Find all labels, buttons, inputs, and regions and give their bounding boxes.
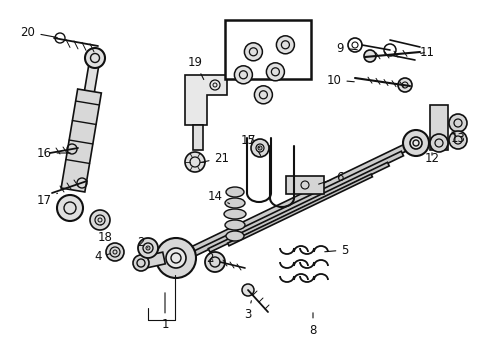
Text: 2: 2 bbox=[137, 235, 148, 248]
Circle shape bbox=[245, 43, 263, 61]
Polygon shape bbox=[140, 252, 165, 269]
Circle shape bbox=[398, 78, 412, 92]
Circle shape bbox=[106, 243, 124, 261]
Text: 16: 16 bbox=[36, 147, 70, 159]
Polygon shape bbox=[185, 75, 227, 125]
Text: 5: 5 bbox=[325, 243, 349, 257]
Polygon shape bbox=[193, 125, 203, 150]
Text: 13: 13 bbox=[451, 131, 465, 144]
Circle shape bbox=[242, 284, 254, 296]
Text: 15: 15 bbox=[241, 134, 260, 148]
Polygon shape bbox=[430, 105, 448, 150]
Text: 9: 9 bbox=[336, 41, 357, 54]
Text: 1: 1 bbox=[161, 293, 169, 332]
Text: 12: 12 bbox=[424, 152, 440, 165]
Ellipse shape bbox=[225, 198, 245, 208]
Ellipse shape bbox=[225, 220, 245, 230]
Text: 6: 6 bbox=[318, 171, 344, 184]
Circle shape bbox=[364, 50, 376, 62]
Text: 2: 2 bbox=[206, 252, 214, 265]
Ellipse shape bbox=[226, 187, 244, 197]
Text: 20: 20 bbox=[21, 26, 57, 39]
Polygon shape bbox=[228, 174, 372, 246]
Circle shape bbox=[254, 86, 272, 104]
Ellipse shape bbox=[224, 209, 246, 219]
Circle shape bbox=[85, 48, 105, 68]
Text: 14: 14 bbox=[207, 189, 229, 204]
Text: 19: 19 bbox=[188, 55, 204, 80]
Text: 10: 10 bbox=[326, 73, 354, 86]
Polygon shape bbox=[84, 57, 100, 96]
Circle shape bbox=[156, 238, 196, 278]
Circle shape bbox=[90, 210, 110, 230]
Polygon shape bbox=[191, 151, 403, 257]
Circle shape bbox=[166, 248, 186, 268]
Polygon shape bbox=[174, 140, 416, 261]
Bar bbox=[286, 176, 324, 194]
Circle shape bbox=[410, 137, 422, 149]
Text: 21: 21 bbox=[201, 152, 229, 165]
Circle shape bbox=[251, 139, 269, 157]
Circle shape bbox=[430, 134, 448, 152]
Text: 8: 8 bbox=[309, 313, 317, 337]
Text: 4: 4 bbox=[94, 251, 110, 264]
Ellipse shape bbox=[226, 231, 244, 241]
Circle shape bbox=[138, 238, 158, 258]
Text: 3: 3 bbox=[245, 301, 252, 321]
Circle shape bbox=[449, 114, 467, 132]
Circle shape bbox=[267, 63, 284, 81]
Circle shape bbox=[234, 66, 252, 84]
Text: 11: 11 bbox=[419, 45, 435, 59]
Text: 7: 7 bbox=[248, 134, 261, 156]
Polygon shape bbox=[208, 162, 389, 252]
Circle shape bbox=[449, 131, 467, 149]
Circle shape bbox=[276, 36, 294, 54]
Circle shape bbox=[185, 152, 205, 172]
Circle shape bbox=[133, 255, 149, 271]
Text: 17: 17 bbox=[36, 193, 57, 207]
Circle shape bbox=[57, 195, 83, 221]
Circle shape bbox=[205, 252, 225, 272]
Circle shape bbox=[403, 130, 429, 156]
Polygon shape bbox=[61, 89, 101, 192]
Text: 18: 18 bbox=[98, 225, 112, 243]
Bar bbox=[225, 20, 311, 79]
